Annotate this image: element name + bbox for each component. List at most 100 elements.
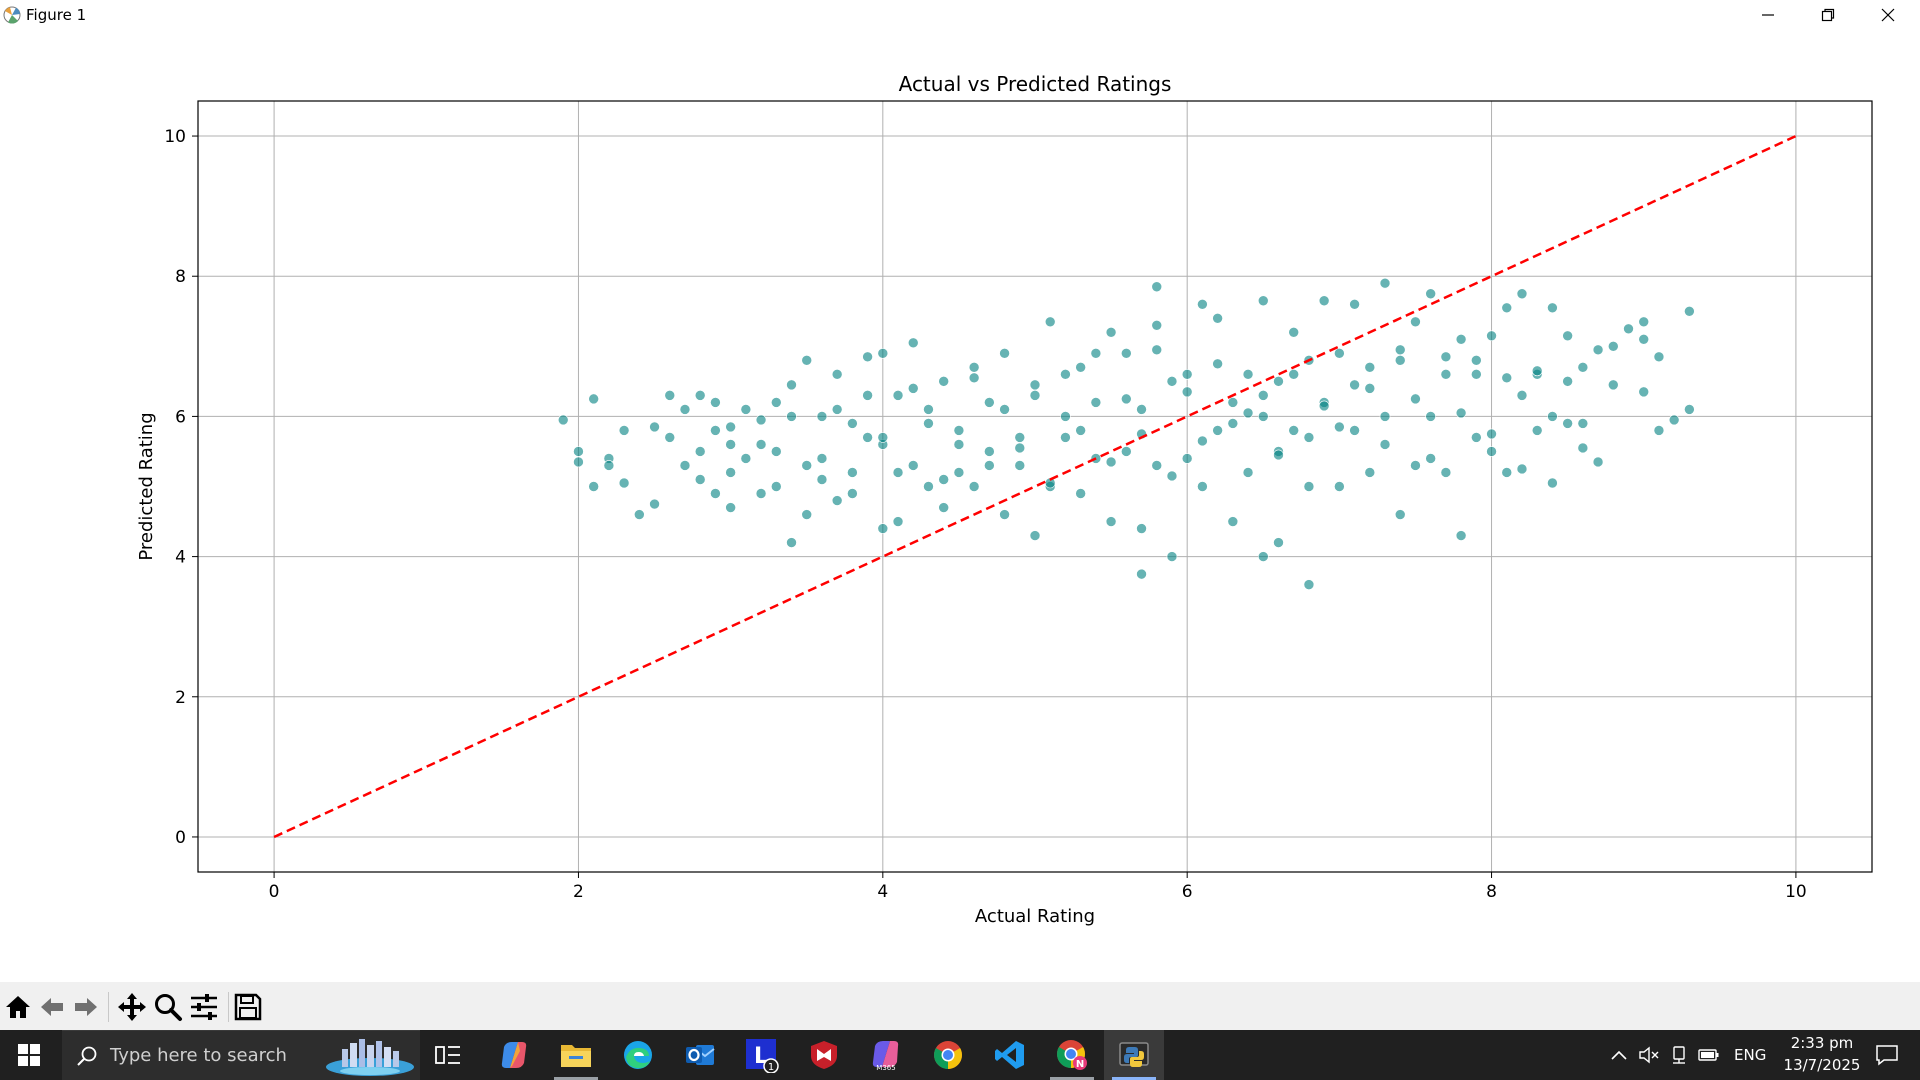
chrome-button[interactable] [918,1030,978,1080]
outlook-button[interactable] [670,1030,730,1080]
grid-lines [198,101,1872,872]
scatter-point [725,421,736,433]
x-tick-label: 4 [877,882,888,902]
scatter-point [907,383,919,394]
scatter-point [786,537,797,548]
scatter-point [1486,446,1497,457]
scatter-point [1197,481,1208,492]
scatter-point [1105,456,1117,468]
scatter-point [1212,312,1223,324]
scatter-points [557,277,1695,590]
m365-button[interactable]: M365 [856,1030,916,1080]
scatter-point [862,351,873,363]
scatter-point [755,439,767,450]
scatter-point [953,439,965,450]
scatter-point [1516,463,1528,475]
python-figure-button[interactable] [1104,1030,1164,1080]
scatter-point [1014,432,1026,443]
chart-title: Actual vs Predicted Ratings [899,72,1172,96]
scatter-point [1029,390,1041,401]
scatter-point [649,421,660,433]
chrome-browser-icon [934,1041,962,1069]
scatter-point [801,509,813,520]
copilot-icon [501,1042,527,1068]
start-button[interactable] [0,1030,58,1080]
scatter-point [1516,390,1528,401]
volume-button[interactable] [1634,1030,1664,1080]
vscode-button[interactable] [980,1030,1040,1080]
windows-taskbar: Type here to search L 1 M [0,1030,1920,1080]
network-button[interactable] [1664,1030,1694,1080]
zoom-button[interactable] [152,991,184,1023]
taskbar-search-box[interactable]: Type here to search [62,1030,420,1080]
y-tick-label: 8 [175,267,186,287]
back-button[interactable] [36,991,68,1023]
scatter-point [877,523,889,534]
search-icon [77,1046,97,1066]
scatter-point [1607,379,1619,391]
x-axis-label: Actual Rating [975,906,1095,927]
scatter-point [1257,411,1269,422]
task-view-button[interactable] [418,1030,478,1080]
show-hidden-icons-button[interactable] [1604,1030,1634,1080]
scatter-point [740,404,752,415]
scatter-point [710,488,721,499]
scatter-point [862,390,873,401]
scatter-point [618,477,630,489]
scatter-point [1060,369,1071,380]
scatter-point [1044,316,1056,328]
forward-button[interactable] [70,991,102,1023]
scatter-point [1014,442,1026,454]
scatter-point [1257,295,1269,307]
clock-time[interactable]: 2:33 pm [1790,1034,1854,1052]
scatter-point [1379,411,1391,422]
configure-subplots-button[interactable] [188,991,220,1023]
scatter-point [1318,400,1330,412]
scatter-point [618,425,630,436]
pan-button[interactable] [116,991,148,1023]
scatter-point [1364,383,1376,394]
scatter-point [1394,344,1406,356]
scatter-point [1349,298,1360,310]
scatter-point [1075,488,1086,499]
chrome-profile-button[interactable]: N [1042,1030,1102,1080]
restore-icon [1821,8,1835,22]
running-indicator [554,1077,598,1080]
scatter-point [694,474,706,485]
edge-browser-icon [624,1041,652,1069]
scatter-point [1349,425,1360,436]
scatter-point [710,397,721,408]
scatter-point [1364,362,1376,373]
file-explorer-button[interactable] [546,1030,606,1080]
scatter-point [1653,425,1665,436]
home-button[interactable] [2,991,34,1023]
scatter-point [770,446,782,457]
battery-button[interactable] [1694,1030,1724,1080]
matplotlib-app-icon [3,6,21,24]
scatter-point [801,460,813,471]
edge-browser-button[interactable] [608,1030,668,1080]
scatter-point [1151,319,1163,331]
y-tick-label: 6 [175,407,186,427]
figure-canvas[interactable]: 0 2 4 6 8 10 0 2 4 6 8 10 Actual vs Predicted Ratin… [0,30,1920,982]
scatter-point [999,509,1010,520]
minimize-button[interactable] [1740,0,1796,30]
scatter-point [1151,344,1163,356]
clock-date[interactable]: 13/7/2025 [1783,1056,1861,1074]
scatter-point [1379,439,1391,450]
l-app-button[interactable]: L 1 [732,1030,792,1080]
scatter-point [938,502,949,513]
mcafee-button[interactable] [794,1030,854,1080]
vscode-icon [995,1041,1024,1069]
notifications-button[interactable] [1862,1030,1912,1080]
close-button[interactable] [1860,0,1916,30]
save-figure-button[interactable] [232,991,264,1023]
battery-icon [1698,1049,1719,1061]
copilot-button[interactable] [484,1030,544,1080]
scatter-point [1425,411,1436,422]
scatter-point [1440,369,1452,380]
scatter-point [1029,530,1041,541]
language-indicator[interactable]: ENG [1734,1046,1767,1064]
restore-button[interactable] [1800,0,1856,30]
scatter-point [1440,467,1452,478]
